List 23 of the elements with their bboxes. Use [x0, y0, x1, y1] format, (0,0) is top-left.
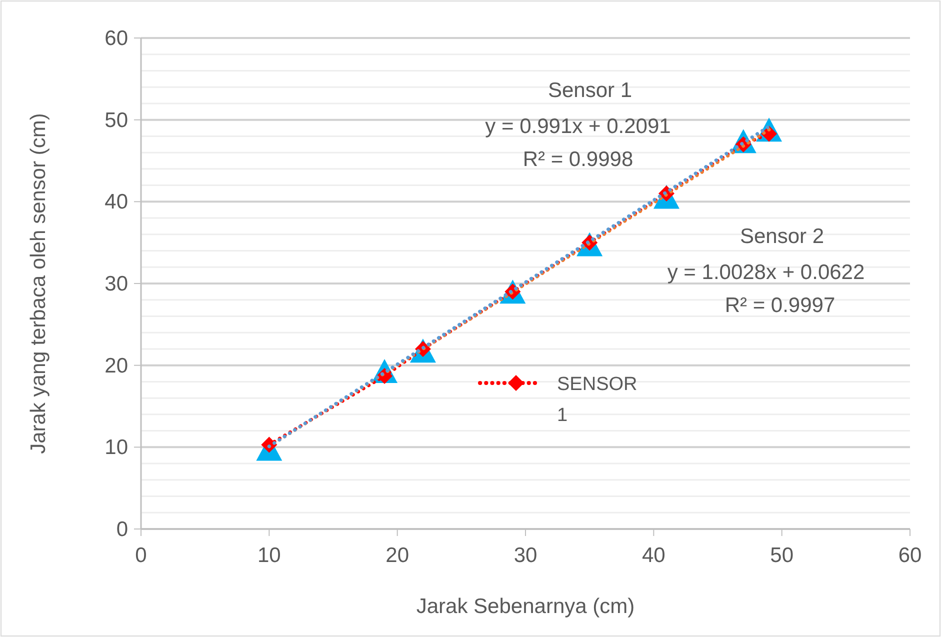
x-tick-label: 30: [514, 544, 538, 567]
y-tick-label: 20: [104, 354, 128, 378]
annotation: Sensor 2: [740, 225, 824, 248]
y-tick-label: 50: [104, 108, 128, 132]
y-tick-label: 40: [104, 190, 128, 214]
x-tick-label: 60: [898, 544, 922, 567]
y-tick-label: 30: [104, 272, 128, 296]
y-axis-title: Jarak yang terbaca oleh sensor (cm): [27, 113, 50, 454]
annotation: Sensor 1: [548, 79, 632, 102]
x-tick-label: 50: [770, 544, 794, 567]
y-tick-label: 10: [104, 436, 128, 460]
x-axis-title: Jarak Sebenarnya (cm): [416, 595, 635, 618]
x-tick-label: 20: [386, 544, 410, 567]
x-tick-label: 10: [257, 544, 281, 567]
annotation: y = 0.991x + 0.2091: [485, 115, 671, 138]
legend-label: SENSOR 1: [557, 374, 638, 426]
annotation: R² = 0.9997: [724, 294, 836, 317]
x-tick-label: 40: [642, 544, 666, 567]
x-tick-label: 0: [135, 544, 147, 567]
y-tick-label: 0: [116, 518, 128, 541]
annotation: y = 1.0028x + 0.0622: [667, 261, 865, 284]
annotation: R² = 0.9998: [522, 148, 634, 171]
y-tick-label: 60: [104, 27, 128, 50]
